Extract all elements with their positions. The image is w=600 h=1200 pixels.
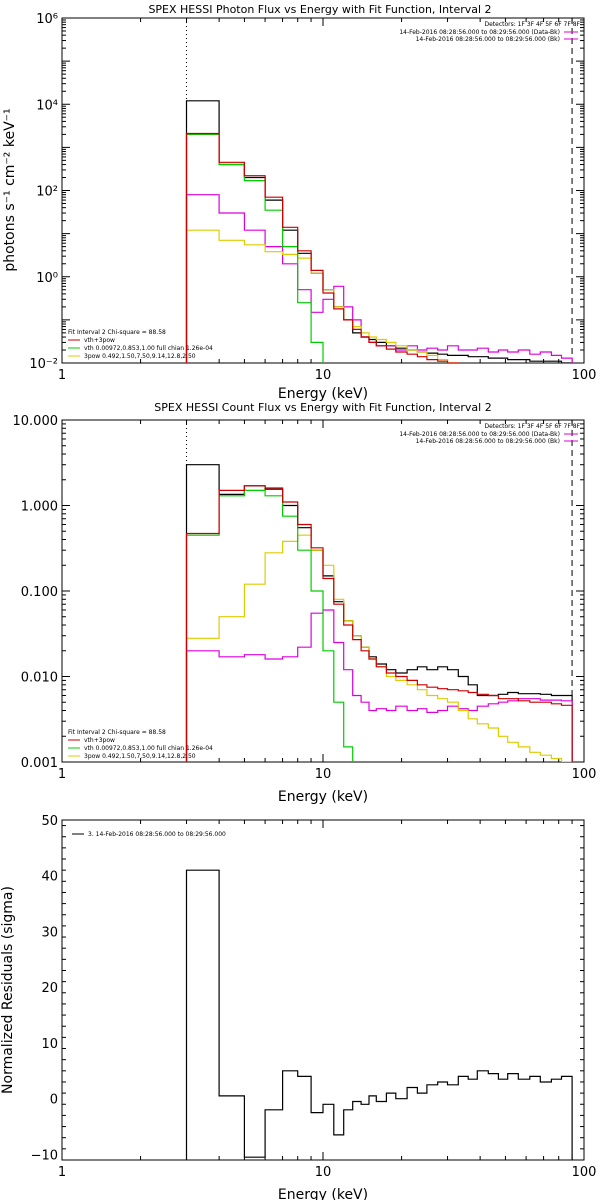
panel2-detectors: Detectors: 1F 3F 4F 5F 6F 7F 8F — [484, 423, 580, 430]
y-tick-label: 0 — [50, 1093, 58, 1108]
series-line-model — [185, 194, 573, 363]
panel1-title: SPEX HESSI Photon Flux vs Energy with Fi… — [148, 3, 491, 16]
panel2-title: SPEX HESSI Count Flux vs Energy with Fit… — [154, 401, 491, 414]
y-tick-label: 10.000 — [13, 414, 59, 429]
panel-count-flux: SPEX HESSI Count Flux vs Energy with Fit… — [13, 401, 597, 805]
panel-residuals: 1 10 100 −10 0 10 20 30 40 50 Normalized Residual… — [0, 814, 596, 1200]
y-tick-label: 1.000 — [21, 500, 58, 515]
y-tick-label: 0.100 — [21, 585, 58, 600]
panel1-y-axis-label: photons s⁻¹ cm⁻² keV⁻¹ — [2, 108, 18, 271]
x-tick-label: 1 — [58, 368, 66, 383]
panel1-time-line-1: 14-Feb-2016 08:28:56.000 to 08:29:56.000… — [399, 29, 560, 36]
panel2-series — [185, 464, 573, 762]
y-tick-label: 10⁴ — [36, 98, 58, 113]
y-tick-label: −10 — [31, 1148, 58, 1163]
panel3-ticks: 1 10 100 −10 0 10 20 30 40 50 — [31, 814, 597, 1180]
panel1-legend-3pow: 3pow 0.492,1.50,7.50,9.14,12.8,2.50 — [84, 353, 196, 360]
x-tick-label: 100 — [572, 368, 597, 383]
panel2-legend-3pow: 3pow 0.492,1.50,7.50,9.14,12.8,2.50 — [84, 753, 196, 760]
panel2-legend-header: Fit Interval 2 Chi-square = 88.58 — [68, 729, 166, 736]
series-line-vth — [185, 489, 573, 762]
panel1-ticks: 1 10 100 10⁻² 10⁰ 10² 10⁴ 10⁶ — [29, 12, 596, 383]
panel3-y-axis-label: Normalized Residuals (sigma) — [0, 886, 16, 1094]
y-tick-label: 10⁶ — [36, 12, 58, 27]
series-line-total — [185, 869, 573, 1160]
y-tick-label: 30 — [41, 925, 58, 940]
panel-photon-flux: SPEX HESSI Photon Flux vs Energy with Fi… — [2, 3, 596, 402]
x-tick-label: 1 — [58, 767, 66, 782]
y-tick-label: 0.010 — [21, 671, 58, 686]
panel2-ticks: 1 10 100 0.001 0.010 0.100 1.000 10.000 — [13, 414, 597, 782]
panel1-x-axis-label: Energy (keV) — [278, 386, 368, 402]
series-line-fit — [185, 132, 573, 363]
x-tick-label: 1 — [58, 1165, 66, 1180]
y-tick-label: 10⁻² — [29, 357, 58, 372]
y-tick-label: 10² — [36, 185, 58, 200]
series-line-spow — [185, 229, 573, 363]
y-tick-label: 50 — [41, 814, 58, 829]
panel2-time-line-1: 14-Feb-2016 08:28:56.000 to 08:29:56.000… — [399, 431, 560, 438]
y-tick-label: 40 — [41, 870, 58, 885]
series-line-vth — [185, 133, 573, 363]
x-tick-label: 100 — [572, 767, 597, 782]
panel3-legend-entry: 3. 14-Feb-2016 08:28:56.000 to 08:29:56.… — [88, 831, 226, 838]
y-tick-label: 10⁰ — [36, 271, 58, 286]
y-tick-label: 0.001 — [21, 756, 58, 771]
panel1-detectors: Detectors: 1F 3F 4F 5F 6F 7F 8F — [484, 21, 580, 28]
panel1-series — [185, 100, 573, 363]
panel1-legend: Fit Interval 2 Chi-square = 88.58 vth+3p… — [68, 329, 213, 360]
panel1-legend-vth: vth 0.00972,0.853,1.00 full chian 1.26e-… — [84, 345, 213, 352]
panel1-time-line-2: 14-Feb-2016 08:28:56.000 to 08:29:56.000… — [416, 36, 560, 43]
y-tick-label: 20 — [41, 981, 58, 996]
x-tick-label: 10 — [315, 1165, 332, 1180]
series-line-model — [185, 609, 573, 762]
panel1-legend-fit: vth+3pow — [84, 337, 115, 344]
panel1-legend-header: Fit Interval 2 Chi-square = 88.58 — [68, 329, 166, 336]
panel2-legend-fit: vth+3pow — [84, 737, 115, 744]
panel2-time-line-2: 14-Feb-2016 08:28:56.000 to 08:29:56.000… — [416, 438, 560, 445]
panel3-series — [185, 869, 573, 1160]
panel2-legend-vth: vth 0.00972,0.853,1.00 full chian 1.26e-… — [84, 745, 213, 752]
series-line-fit — [185, 485, 573, 762]
series-line-spow — [185, 534, 573, 762]
y-tick-label: 10 — [41, 1037, 58, 1052]
series-line-total — [185, 100, 573, 363]
panel2-legend: Fit Interval 2 Chi-square = 88.58 vth+3p… — [68, 729, 213, 760]
x-tick-label: 10 — [315, 767, 332, 782]
panel3-x-axis-label: Energy (keV) — [278, 1187, 368, 1200]
x-tick-label: 10 — [315, 368, 332, 383]
x-tick-label: 100 — [572, 1165, 597, 1180]
panel2-x-axis-label: Energy (keV) — [278, 789, 368, 805]
